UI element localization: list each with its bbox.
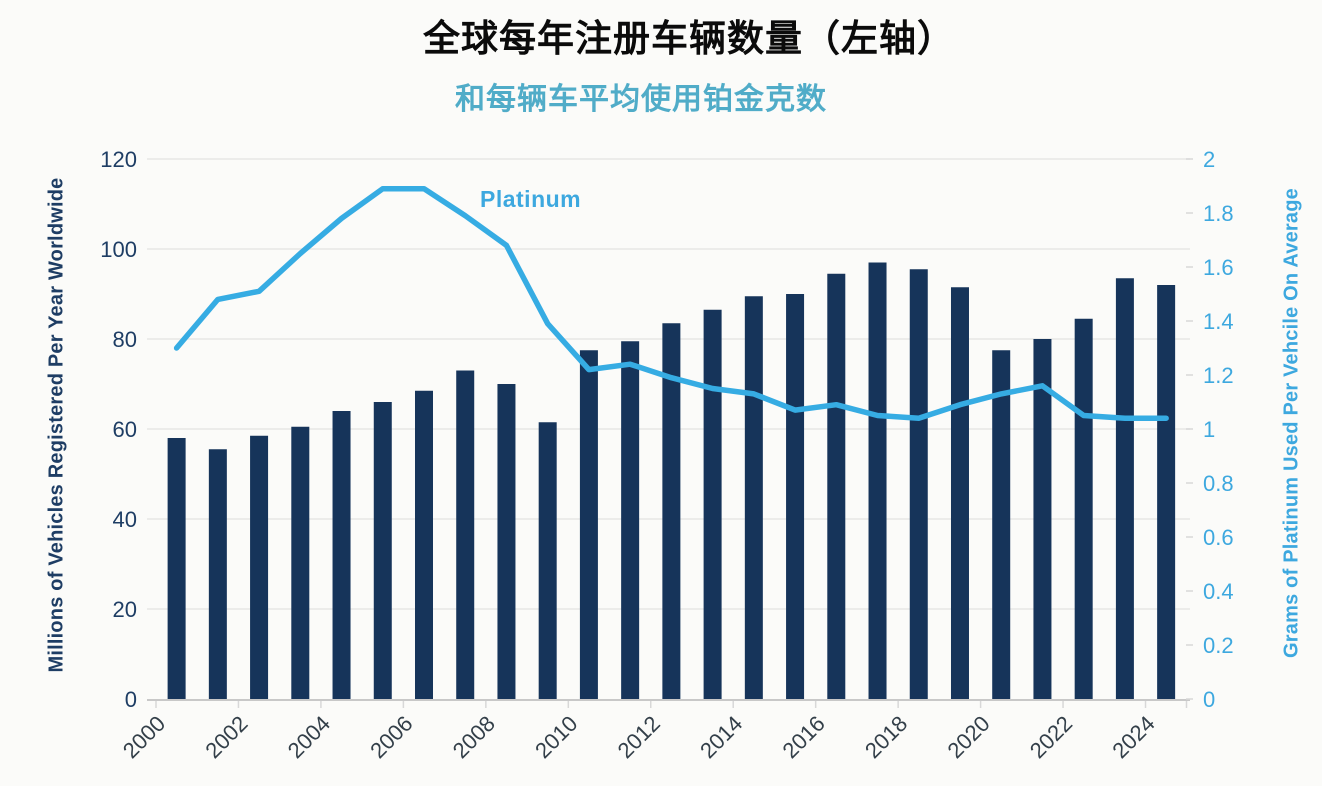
- bar-2010: [579, 350, 598, 699]
- bar-2004: [332, 411, 351, 699]
- bar-2000: [167, 438, 186, 699]
- bar-2024: [1157, 285, 1176, 699]
- y-axis-right-tick-label: 2: [1203, 147, 1215, 172]
- bar-2008: [497, 384, 516, 699]
- bar-2001: [208, 449, 227, 699]
- y-axis-right-tick-label: 1.6: [1203, 255, 1234, 280]
- x-axis-tick-label: 2002: [200, 711, 252, 763]
- bar-2022: [1074, 318, 1093, 699]
- x-axis-tick-label: 2010: [530, 711, 582, 763]
- left-axis-title: Millions of Vehicles Registered Per Year…: [45, 177, 68, 673]
- y-axis-left-tick-label: 100: [100, 237, 137, 262]
- platinum-series-label: Platinum: [480, 186, 582, 212]
- right-axis-title: Grams of Platinum Used Per Vehcile On Av…: [1280, 188, 1303, 658]
- chart-title: 全球每年注册车辆数量（左轴）: [423, 16, 955, 60]
- bar-2014: [744, 296, 763, 699]
- bar-2007: [456, 370, 475, 699]
- x-axis-tick-label: 2024: [1107, 711, 1159, 763]
- x-axis-tick-label: 2016: [778, 711, 830, 763]
- x-axis-tick-label: 2004: [283, 711, 335, 763]
- y-axis-left-tick-label: 40: [113, 507, 137, 532]
- x-axis-tick-label: 2008: [448, 711, 500, 763]
- bar-2012: [662, 323, 681, 699]
- bar-2017: [868, 262, 887, 699]
- y-axis-right-tick-label: 1.8: [1203, 201, 1234, 226]
- bar-2011: [621, 341, 640, 699]
- bar-2021: [1033, 339, 1052, 699]
- y-axis-right-tick-label: 1: [1203, 417, 1215, 442]
- bar-2016: [827, 273, 846, 699]
- x-axis-tick-label: 2022: [1025, 711, 1077, 763]
- x-axis-tick-label: 2014: [695, 711, 747, 763]
- platinum-line: [173, 185, 1169, 421]
- bar-2023: [1115, 278, 1134, 699]
- y-axis-left-tick-label: 20: [113, 597, 137, 622]
- bar-2015: [786, 294, 805, 699]
- x-axis-tick-label: 2018: [860, 711, 912, 763]
- x-axis-tick-label: 2020: [942, 711, 994, 763]
- bar-2006: [414, 390, 433, 699]
- bar-2009: [538, 422, 557, 699]
- bar-2003: [291, 426, 310, 699]
- x-axis-tick-label: 2000: [118, 711, 170, 763]
- x-axis-tick-label: 2006: [365, 711, 417, 763]
- y-axis-right-tick-label: 0: [1203, 687, 1215, 712]
- y-axis-left-tick-label: 60: [113, 417, 137, 442]
- bar-2005: [373, 402, 392, 699]
- bar-2002: [250, 435, 269, 699]
- bar-2020: [992, 350, 1011, 699]
- y-axis-left-tick-label: 0: [125, 687, 137, 712]
- y-axis-right-tick-label: 0.2: [1203, 633, 1234, 658]
- bar-2018: [909, 269, 928, 699]
- bar-2019: [950, 287, 969, 699]
- y-axis-left-tick-label: 120: [100, 147, 137, 172]
- y-axis-right-tick-label: 0.8: [1203, 471, 1234, 496]
- x-axis-tick-label: 2012: [613, 711, 665, 763]
- y-axis-right-tick-label: 0.4: [1203, 579, 1234, 604]
- bar-2013: [703, 309, 722, 699]
- y-axis-right-tick-label: 1.2: [1203, 363, 1234, 388]
- y-axis-right-tick-label: 1.4: [1203, 309, 1234, 334]
- chart-subtitle: 和每辆车平均使用铂金克数: [455, 82, 827, 117]
- y-axis-right-tick-label: 0.6: [1203, 525, 1234, 550]
- y-axis-left-tick-label: 80: [113, 327, 137, 352]
